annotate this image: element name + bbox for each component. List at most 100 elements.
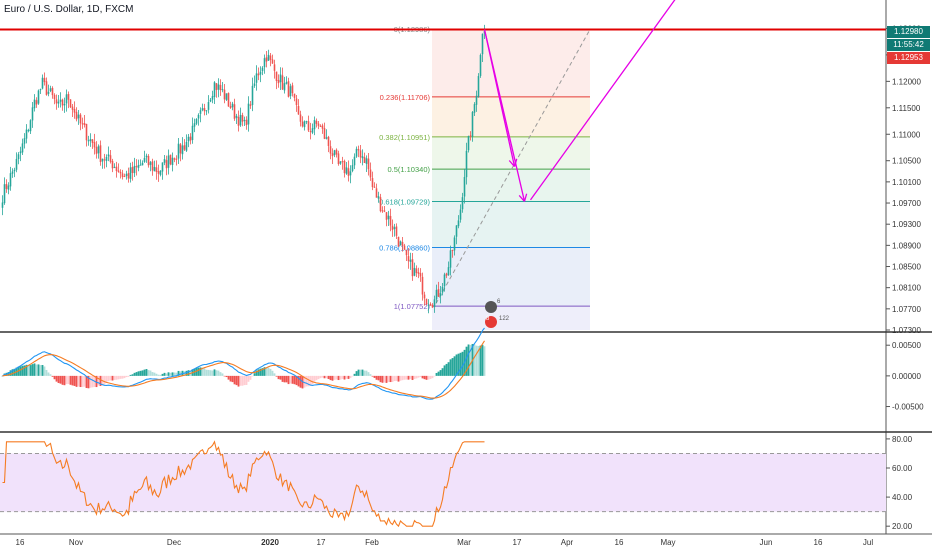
candle-body — [35, 100, 38, 105]
candle-body — [55, 99, 58, 104]
event-marker-count: 122 — [499, 316, 510, 322]
candle-body — [97, 146, 100, 154]
candle-body — [465, 150, 468, 178]
candle-body — [271, 59, 274, 64]
macd-histogram-bar — [95, 375, 98, 388]
candle-body — [155, 167, 158, 172]
macd-histogram-bar — [127, 375, 130, 377]
candle-body — [371, 178, 374, 188]
candle-body — [355, 148, 358, 157]
macd-histogram-bar — [201, 367, 204, 376]
candle-body — [469, 135, 472, 137]
macd-histogram-bar — [53, 375, 56, 380]
candle-body — [457, 220, 460, 227]
macd-histogram-bar — [135, 372, 138, 376]
candle-body — [413, 267, 416, 276]
candle-body — [391, 225, 394, 230]
candle-body — [367, 158, 370, 170]
candle-body — [259, 71, 262, 75]
candle-body — [303, 121, 306, 128]
candle-body — [387, 215, 390, 220]
candle-body — [77, 114, 80, 119]
candle-body — [103, 159, 106, 161]
candle-body — [315, 120, 318, 124]
macd-histogram-bar — [419, 375, 422, 377]
macd-histogram-bar — [441, 368, 444, 376]
macd-histogram-bar — [317, 375, 320, 380]
macd-histogram-bar — [161, 373, 164, 376]
macd-histogram-bar — [261, 368, 264, 376]
candle-body — [291, 85, 294, 94]
macd-histogram-bar — [99, 375, 102, 386]
candle-body — [79, 114, 82, 124]
candle-body — [231, 103, 234, 108]
candle-body — [377, 196, 380, 199]
candle-body — [347, 168, 350, 176]
macd-histogram-bar — [443, 365, 446, 376]
macd-histogram-bar — [377, 375, 380, 381]
macd-histogram-bar — [355, 371, 358, 376]
macd-histogram-bar — [47, 372, 50, 376]
candle-body — [249, 104, 252, 106]
macd-histogram-bar — [437, 371, 440, 376]
macd-histogram-bar — [133, 372, 136, 376]
candle-body — [281, 75, 284, 90]
candle-body — [299, 114, 302, 122]
candle-body — [301, 121, 304, 127]
macd-histogram-bar — [449, 359, 452, 376]
macd-histogram-bar — [305, 375, 308, 387]
projection-arrowhead — [523, 193, 528, 202]
macd-histogram-bar — [473, 344, 476, 376]
candle-body — [273, 64, 276, 71]
candle-body — [61, 99, 64, 106]
macd-histogram-bar — [113, 375, 116, 380]
candle-body — [411, 259, 414, 277]
event-marker-icon — [485, 301, 497, 313]
candle-body — [473, 104, 476, 113]
macd-histogram-bar — [123, 375, 126, 379]
macd-histogram-bar — [45, 369, 48, 376]
macd-histogram-bar — [141, 370, 144, 376]
candle-body — [209, 99, 212, 102]
candle-body — [89, 139, 92, 142]
candle-body — [123, 176, 126, 178]
macd-histogram-bar — [131, 374, 134, 376]
macd-histogram-bar — [277, 375, 280, 380]
macd-histogram-bar — [251, 375, 254, 377]
price-axis-label: 1.11500 — [892, 104, 921, 113]
candle-body — [65, 94, 68, 104]
macd-histogram-bar — [115, 375, 118, 380]
macd-histogram-bar — [63, 375, 66, 386]
macd-histogram-bar — [175, 372, 178, 376]
macd-histogram-bar — [195, 368, 198, 376]
macd-histogram-bar — [483, 346, 486, 376]
macd-histogram-bar — [297, 375, 300, 387]
candle-body — [277, 80, 280, 84]
macd-histogram-bar — [105, 375, 108, 383]
macd-histogram-bar — [327, 375, 330, 379]
candle-body — [137, 165, 140, 168]
macd-histogram-bar — [59, 375, 62, 384]
candle-body — [393, 227, 396, 230]
macd-histogram-bar — [413, 375, 416, 380]
macd-histogram-bar — [249, 375, 252, 380]
macd-histogram-bar — [255, 370, 258, 376]
macd-histogram-bar — [427, 375, 430, 380]
candle-body — [401, 241, 404, 246]
macd-histogram-bar — [61, 375, 64, 385]
candle-body — [333, 150, 336, 156]
macd-histogram-bar — [253, 373, 256, 376]
time-axis-label: 16 — [16, 538, 25, 547]
macd-histogram-bar — [353, 373, 356, 376]
macd-histogram-bar — [67, 375, 70, 385]
macd-histogram-bar — [35, 364, 38, 376]
macd-histogram-bar — [73, 375, 76, 386]
macd-histogram-bar — [155, 373, 158, 376]
time-axis-label: 16 — [615, 538, 624, 547]
candle-body — [47, 91, 50, 94]
macd-histogram-bar — [147, 370, 150, 376]
time-axis-label: 2020 — [261, 538, 279, 547]
macd-histogram-bar — [117, 375, 120, 380]
candle-body — [3, 184, 6, 204]
